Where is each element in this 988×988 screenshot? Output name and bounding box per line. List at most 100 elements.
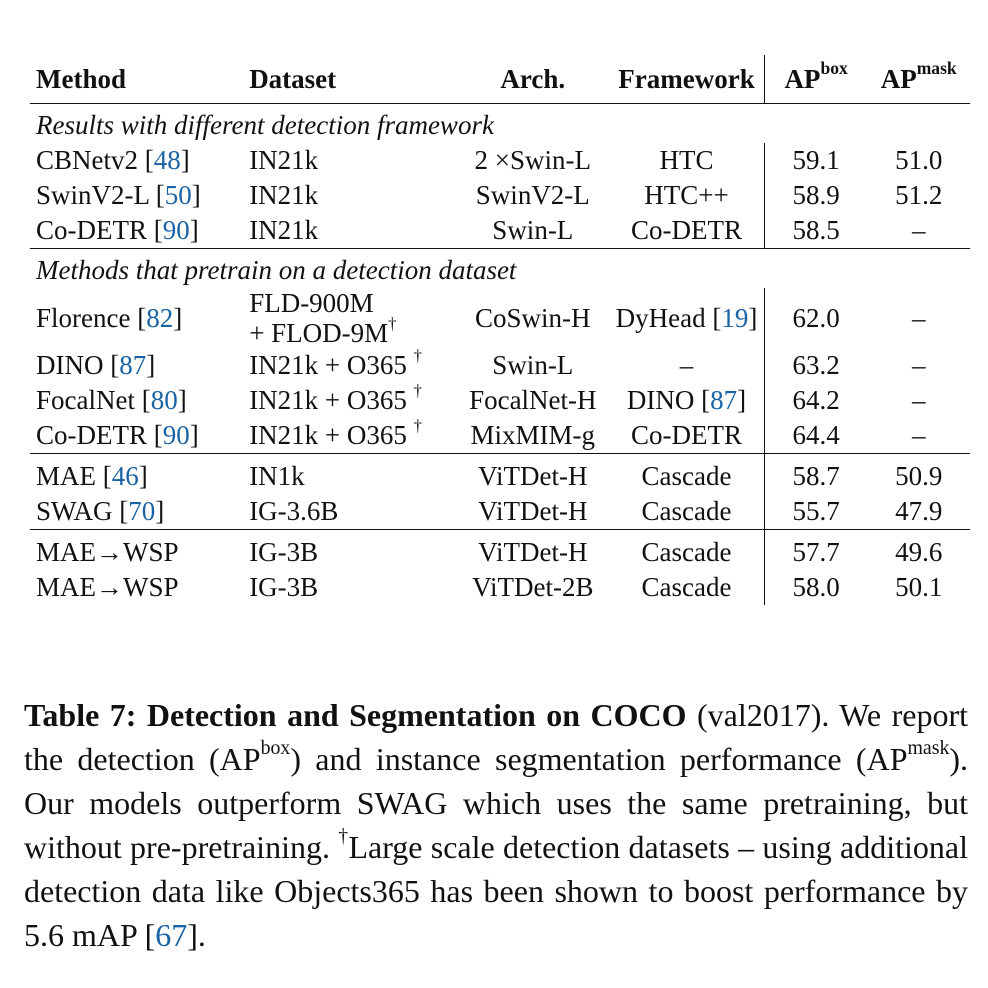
cell-arch: SwinV2-L [475,180,590,210]
cell-ap-mask: 47.9 [895,496,943,526]
cell-method: FocalNet [80] [36,385,187,415]
cell-dataset: IN21k + O365 † [249,415,423,450]
section-title-row: Results with different detection framewo… [30,103,970,143]
cell-dataset: IN21k + O365 † [249,380,423,415]
citation-link[interactable]: 19 [721,302,749,333]
cell-dataset: IN1k [243,453,457,494]
cell-ap-box: 55.7 [763,494,868,530]
cell-ap-mask: – [911,350,926,380]
cell-ap-mask: 49.6 [867,529,970,570]
cell-method: Co-DETR [90] [36,420,199,450]
cell-framework: Cascade [609,529,765,570]
cell-arch: ViTDet-H [456,529,610,570]
cell-dataset: IG-3B [243,529,457,570]
table-caption: Table 7: Detection and Segmentation on C… [24,697,969,953]
cell-method: Co-DETR [90] [36,215,199,245]
table-row: MAE→WSP IG-3B ViTDet-2B Cascade 58.0 50.… [30,570,970,605]
dagger-mark: † [413,380,423,400]
cell-arch: ViTDet-2B [472,572,594,602]
citation-link[interactable]: 90 [162,420,190,450]
cell-ap-box: 64.2 [763,383,868,418]
cell-framework: DyHead [19] [615,302,758,333]
table-row: Florence [82] FLD-900M + FLOD-9M† CoSwin-… [30,288,970,348]
cell-ap-box: 58.7 [763,453,868,494]
cell-dataset: IN21k [249,180,319,210]
section-title-row: Methods that pretrain on a detection dat… [30,248,970,288]
cell-ap-mask: 51.2 [895,180,943,210]
cell-dataset: IG-3B [249,572,319,602]
cell-method: SwinV2-L [50] [36,180,201,210]
cell-ap-mask: – [911,420,926,450]
cell-dataset: IG-3.6B [249,496,339,526]
citation-link[interactable]: 50 [164,180,192,210]
header-ap-mask-text: AP [880,63,917,94]
header-framework: Framework [618,63,755,94]
citation-link[interactable]: 87 [710,385,738,415]
cell-method: MAE→WSP [30,529,244,570]
table-row: Co-DETR [90] IN21k + O365 † MixMIM-g Co-… [30,415,970,454]
cell-ap-box: 63.2 [763,348,868,383]
cell-ap-box: 59.1 [763,143,868,178]
table-row: MAE→WSP IG-3B ViTDet-H Cascade 57.7 49.6 [30,529,970,570]
table-row: DINO [87] IN21k + O365 † Swin-L – 63.2 – [30,345,970,383]
header-dataset: Dataset [249,63,337,94]
cell-method: DINO [87] [36,350,156,380]
results-table: Method Dataset Arch. Framework APbox APm… [30,55,970,605]
cell-arch: ViTDet-H [456,453,610,494]
citation-link[interactable]: 80 [150,385,178,415]
section-title: Methods that pretrain on a detection dat… [30,248,765,288]
table-row: CBNetv2 [48] IN21k 2 ×Swin-L HTC 59.1 51… [30,143,970,178]
table-row: Co-DETR [90] IN21k Swin-L Co-DETR 58.5 – [30,213,970,249]
cell-framework: Cascade [641,572,732,602]
dagger-mark: † [338,825,349,848]
dagger-mark: † [413,415,423,435]
table-row: SWAG [70] IG-3.6B ViTDet-H Cascade 55.7 … [30,494,970,530]
cell-ap-box: 64.4 [763,418,868,454]
table-row: MAE [46] IN1k ViTDet-H Cascade 58.7 50.9 [30,453,970,494]
cell-framework: Cascade [641,496,732,526]
header-method: Method [36,63,126,94]
cell-method: Florence [82] [36,302,183,333]
cell-framework: Cascade [609,453,765,494]
cell-ap-box: 58.0 [763,570,868,605]
cell-framework: DINO [87] [626,385,747,415]
cell-ap-mask: 50.9 [867,453,970,494]
header-ap-box-sup: box [820,58,848,78]
header-ap-box: APbox [763,55,868,104]
cell-ap-box: 58.5 [763,213,868,249]
citation-link[interactable]: 67 [155,917,188,953]
cell-ap-box: 57.7 [763,529,868,570]
cell-ap-mask: 50.1 [895,572,943,602]
cell-method: SWAG [70] [36,496,165,526]
citation-link[interactable]: 82 [146,302,174,333]
cell-arch: ViTDet-H [478,496,588,526]
section-title: Results with different detection framewo… [30,103,765,143]
cell-dataset: IN21k + O365 † [249,345,423,380]
cell-dataset: IN21k [249,145,319,175]
cell-framework: HTC [659,145,714,175]
cell-ap-box: 58.9 [763,178,868,213]
cell-arch: 2 ×Swin-L [474,145,592,175]
header-ap-box-text: AP [784,63,821,94]
citation-link[interactable]: 46 [111,461,139,491]
citation-link[interactable]: 87 [119,350,147,380]
cell-method: MAE→WSP [36,572,179,602]
header-arch: Arch. [500,63,566,94]
cell-framework: Co-DETR [631,215,742,245]
cell-arch: FocalNet-H [469,385,597,415]
cell-ap-mask: 51.0 [895,145,943,175]
citation-link[interactable]: 90 [162,215,190,245]
citation-link[interactable]: 48 [153,145,181,175]
caption-label: Table 7: Detection and Segmentation on C… [24,697,687,733]
cell-arch: MixMIM-g [470,420,596,450]
cell-ap-mask: – [911,302,926,333]
header-ap-mask-sup: mask [916,58,957,78]
cell-framework: HTC++ [644,180,729,210]
cell-ap-mask: – [911,215,926,245]
cell-ap-mask: – [911,385,926,415]
table-row: SwinV2-L [50] IN21k SwinV2-L HTC++ 58.9 … [30,178,970,213]
citation-link[interactable]: 70 [128,496,156,526]
cell-arch: Swin-L [492,350,574,380]
header-row: Method Dataset Arch. Framework APbox APm… [30,55,970,104]
cell-framework: Co-DETR [631,420,742,450]
